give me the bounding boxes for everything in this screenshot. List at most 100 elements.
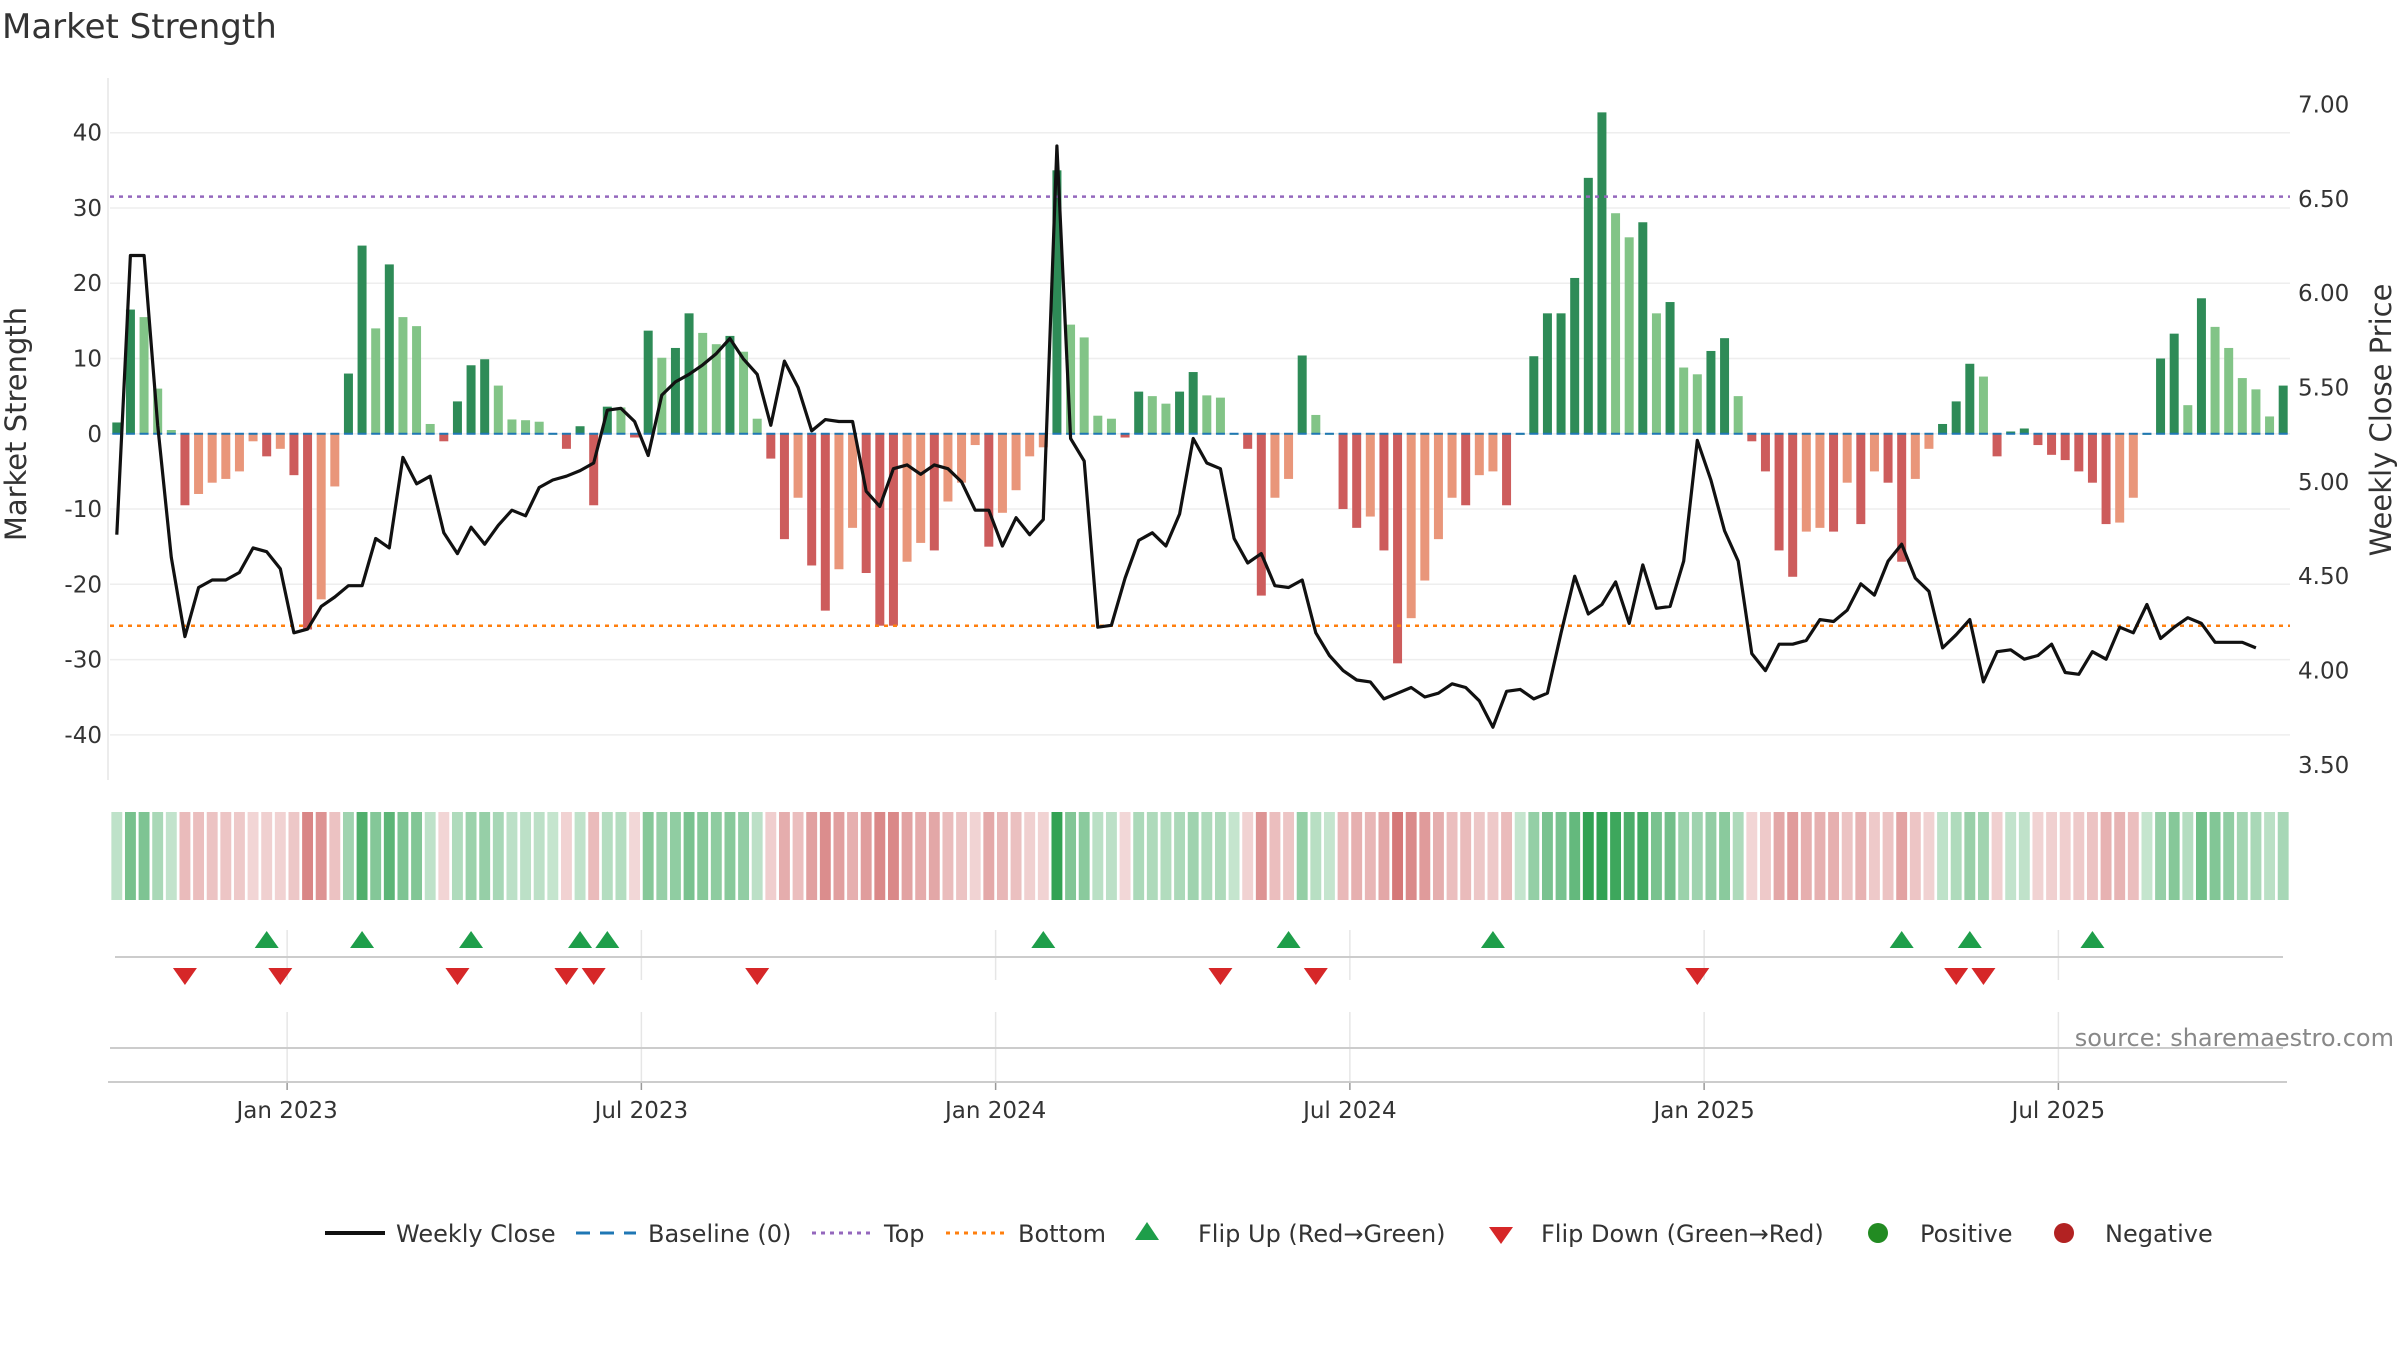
strip-cell	[274, 812, 286, 900]
legend-positive: Positive	[1920, 1220, 2013, 1248]
strength-bar	[1120, 433, 1130, 438]
strip-cell	[342, 812, 354, 900]
legend-flip-up-icon	[1135, 1222, 1159, 1240]
strip-cell	[2250, 812, 2262, 900]
strip-cell	[560, 812, 572, 900]
strength-bar	[303, 433, 313, 630]
weekly-close-series	[115, 144, 2257, 729]
y2-tick-label: 7.00	[2298, 93, 2349, 119]
strength-bar	[357, 245, 367, 434]
flip-down-marker	[1971, 968, 1996, 985]
y-tick-label: 40	[73, 121, 102, 147]
strength-bar	[997, 433, 1007, 513]
strip-cell	[356, 812, 368, 900]
strip-cell	[1664, 812, 1676, 900]
strength-bar	[316, 433, 326, 600]
strip-cell	[1623, 812, 1635, 900]
strip-cell	[1828, 812, 1840, 900]
strip-cell	[1051, 812, 1063, 900]
strength-bar	[2251, 389, 2261, 434]
flip-down-marker	[1303, 968, 1328, 985]
strength-bar	[1638, 222, 1648, 434]
strength-bar	[1284, 433, 1294, 479]
legend-positive-icon	[1868, 1223, 1888, 1243]
strength-bar	[861, 433, 871, 574]
strip-cell	[1337, 812, 1349, 900]
legend-flip-up: Flip Up (Red→Green)	[1198, 1220, 1446, 1248]
flip-up-marker	[459, 931, 484, 948]
strength-bar	[1134, 391, 1144, 434]
strength-bar	[2060, 433, 2070, 461]
strength-bar	[1706, 350, 1716, 434]
strength-bar	[1433, 433, 1443, 540]
strength-bar	[1052, 170, 1062, 434]
strip-cell	[1814, 812, 1826, 900]
strength-bar	[398, 317, 408, 434]
strip-cell	[1555, 812, 1567, 900]
flip-down-marker	[745, 968, 770, 985]
strength-bar	[425, 423, 435, 434]
strength-bar	[1011, 433, 1021, 491]
strength-bar	[848, 433, 858, 528]
strip-cell	[2073, 812, 2085, 900]
y-axis-label: Market Strength	[0, 307, 33, 541]
strip-cell	[833, 812, 845, 900]
strength-bar	[1774, 433, 1784, 551]
strip-cell	[1364, 812, 1376, 900]
strength-bar	[752, 418, 762, 434]
y2-tick-label: 6.00	[2298, 281, 2349, 307]
strip-cell	[2195, 812, 2207, 900]
strength-bar	[984, 433, 994, 547]
strip-cell	[2168, 812, 2180, 900]
strength-bar	[1542, 313, 1552, 434]
strength-bar	[262, 433, 272, 457]
strength-bar	[1951, 401, 1961, 434]
strip-cell	[1460, 812, 1472, 900]
strength-bar	[1038, 433, 1048, 448]
strength-bar	[166, 430, 176, 434]
strip-cell	[2182, 812, 2194, 900]
strength-bar	[888, 433, 898, 626]
strength-bar	[1311, 414, 1321, 434]
legend: Weekly Close Baseline (0) Top Bottom Fli…	[325, 1220, 2213, 1248]
flip-down-marker	[554, 968, 579, 985]
strip-cell	[1378, 812, 1390, 900]
strip-cell	[1787, 812, 1799, 900]
source-note: source: sharemaestro.com	[2075, 1024, 2394, 1052]
strip-cell	[1446, 812, 1458, 900]
strip-cell	[1105, 812, 1117, 900]
strength-bar	[2128, 433, 2138, 498]
strength-bar	[902, 433, 912, 562]
flip-up-marker	[2080, 931, 2105, 948]
strip-cell	[778, 812, 790, 900]
strip-cell	[1392, 812, 1404, 900]
strip-cell	[1283, 812, 1295, 900]
axes: 40 30 20 10 0 -10 -20 -30 -40 7.00 6.50 6.00 5.50 5.0…	[64, 78, 2349, 1124]
y-tick-label: 10	[73, 346, 102, 372]
flip-up-marker	[568, 931, 593, 948]
legend-negative-icon	[2054, 1223, 2074, 1243]
strip-cell	[1541, 812, 1553, 900]
flip-down-marker	[581, 968, 606, 985]
strip-cell	[179, 812, 191, 900]
legend-baseline: Baseline (0)	[648, 1220, 791, 1248]
strength-bar	[1461, 433, 1471, 506]
strength-bar	[807, 433, 817, 566]
strip-cell	[996, 812, 1008, 900]
strip-cell	[1909, 812, 1921, 900]
strength-bar	[575, 426, 585, 434]
strength-bar	[2169, 333, 2179, 434]
flip-up-marker	[595, 931, 620, 948]
strength-bar	[466, 365, 476, 434]
strength-bar	[1720, 338, 1730, 434]
strip-cell	[1174, 812, 1186, 900]
strength-bar	[1624, 237, 1634, 434]
y-tick-label: 30	[73, 196, 102, 222]
x-tick-label: Jan 2024	[943, 1098, 1046, 1124]
strip-cell	[738, 812, 750, 900]
strength-bar	[2265, 416, 2275, 434]
strength-bar	[1297, 355, 1307, 434]
strip-cell	[2277, 812, 2289, 900]
strip-cell	[2223, 812, 2235, 900]
strength-heat-strip	[111, 812, 2289, 900]
